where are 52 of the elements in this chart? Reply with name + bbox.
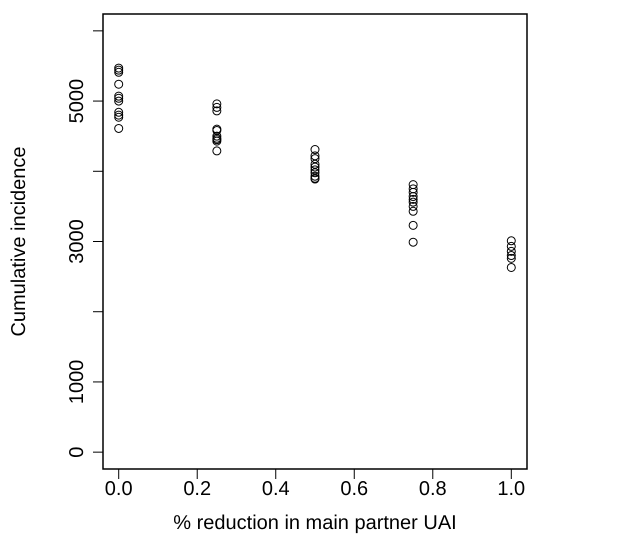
point [408, 206, 418, 216]
point [310, 165, 320, 174]
point [114, 80, 124, 89]
point [114, 64, 124, 73]
point [408, 202, 418, 211]
point [114, 66, 124, 75]
point [310, 154, 320, 164]
y-tick-label: 1000 [66, 360, 88, 404]
point [506, 251, 516, 260]
point [310, 172, 320, 181]
y-tick-label: 5000 [66, 78, 88, 124]
point [506, 262, 516, 272]
point [506, 246, 516, 256]
point [212, 132, 222, 141]
point [114, 124, 124, 133]
point [114, 68, 124, 77]
point [114, 110, 124, 120]
point [310, 160, 320, 169]
point [408, 220, 418, 230]
point [212, 146, 222, 156]
point [310, 162, 320, 172]
point [114, 108, 124, 117]
point [408, 184, 418, 194]
x-tick-label: 0.2 [183, 478, 212, 500]
point [212, 102, 222, 112]
point [114, 96, 124, 106]
point [506, 254, 516, 263]
point [114, 112, 124, 122]
point [310, 168, 320, 178]
x-axis-title: % reduction in main partner UAI [173, 512, 457, 534]
point [408, 194, 418, 204]
point [506, 236, 516, 246]
y-tick-label: 0 [66, 446, 88, 458]
point [212, 106, 222, 116]
y-axis-title: Cumulative incidence [8, 146, 30, 337]
point [114, 94, 124, 103]
point [310, 145, 320, 154]
x-tick-label: 1.0 [497, 478, 526, 500]
x-tick-label: 0.8 [418, 478, 447, 500]
point [408, 198, 418, 207]
point [408, 238, 418, 247]
x-tick-label: 0.6 [340, 478, 368, 500]
y-tick-label: 3000 [66, 219, 88, 264]
point [506, 242, 516, 251]
point [212, 99, 222, 108]
point [408, 180, 418, 190]
point [310, 151, 320, 160]
point [408, 192, 418, 202]
x-tick-label: 0.0 [104, 478, 133, 500]
x-tick-label: 0.4 [262, 478, 290, 500]
point [408, 188, 418, 197]
point [114, 92, 124, 101]
